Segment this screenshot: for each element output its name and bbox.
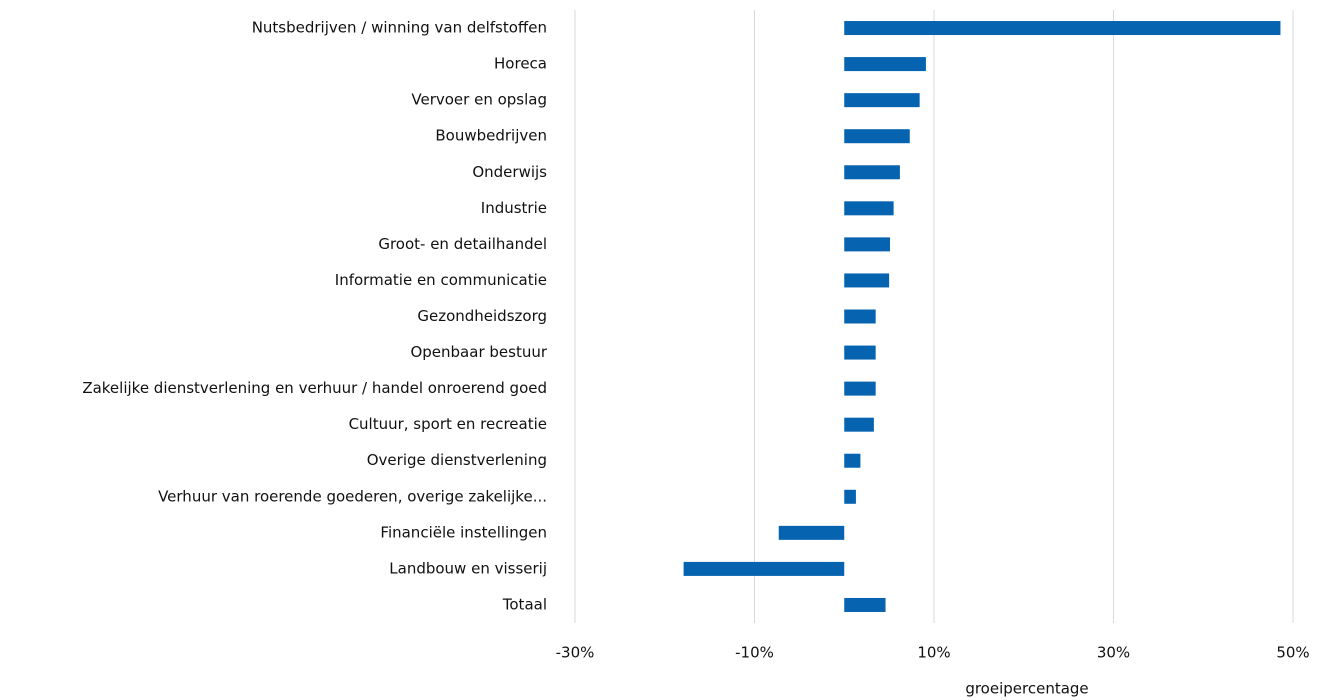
y-tick-label: Landbouw en visserij xyxy=(389,559,547,577)
bar xyxy=(844,309,876,324)
bar xyxy=(844,237,891,252)
y-tick-label: Bouwbedrijven xyxy=(435,127,547,145)
y-tick-label: Vervoer en opslag xyxy=(411,91,547,109)
bar xyxy=(844,597,886,612)
x-tick-label: 30% xyxy=(1097,644,1130,662)
x-tick-label: -10% xyxy=(735,644,774,662)
y-tick-label: Groot- en detailhandel xyxy=(378,235,547,253)
x-tick-label: 50% xyxy=(1276,644,1309,662)
x-tick-label: -30% xyxy=(556,644,595,662)
y-tick-label: Industrie xyxy=(481,199,547,217)
y-tick-label: Nutsbedrijven / winning van delfstoffen xyxy=(252,19,547,37)
y-tick-label: Overige dienstverlening xyxy=(367,451,547,469)
y-tick-label: Totaal xyxy=(502,595,547,613)
bar xyxy=(844,381,876,396)
y-tick-label: Cultuur, sport en recreatie xyxy=(349,415,547,433)
bar xyxy=(844,165,900,180)
y-tick-label: Onderwijs xyxy=(472,163,547,181)
y-tick-label: Gezondheidszorg xyxy=(417,307,547,325)
x-tick-label: 10% xyxy=(917,644,950,662)
bar xyxy=(844,93,920,108)
bar xyxy=(844,417,874,432)
bar xyxy=(844,129,910,144)
bar xyxy=(844,273,890,288)
bar xyxy=(844,57,926,72)
y-tick-label: Financiële instellingen xyxy=(380,523,547,541)
bar xyxy=(683,561,845,576)
bar xyxy=(844,453,861,468)
y-tick-label: Verhuur van roerende goederen, overige z… xyxy=(158,487,547,505)
bar xyxy=(844,201,894,216)
y-tick-label: Zakelijke dienstverlening en verhuur / h… xyxy=(82,379,547,397)
bar xyxy=(778,525,845,540)
bar xyxy=(844,21,1281,36)
y-tick-label: Informatie en communicatie xyxy=(335,271,547,289)
x-axis-label: groeipercentage xyxy=(965,680,1088,698)
y-tick-label: Horeca xyxy=(494,55,547,73)
bar xyxy=(844,489,856,504)
y-tick-label: Openbaar bestuur xyxy=(410,343,547,361)
bar xyxy=(844,345,876,360)
